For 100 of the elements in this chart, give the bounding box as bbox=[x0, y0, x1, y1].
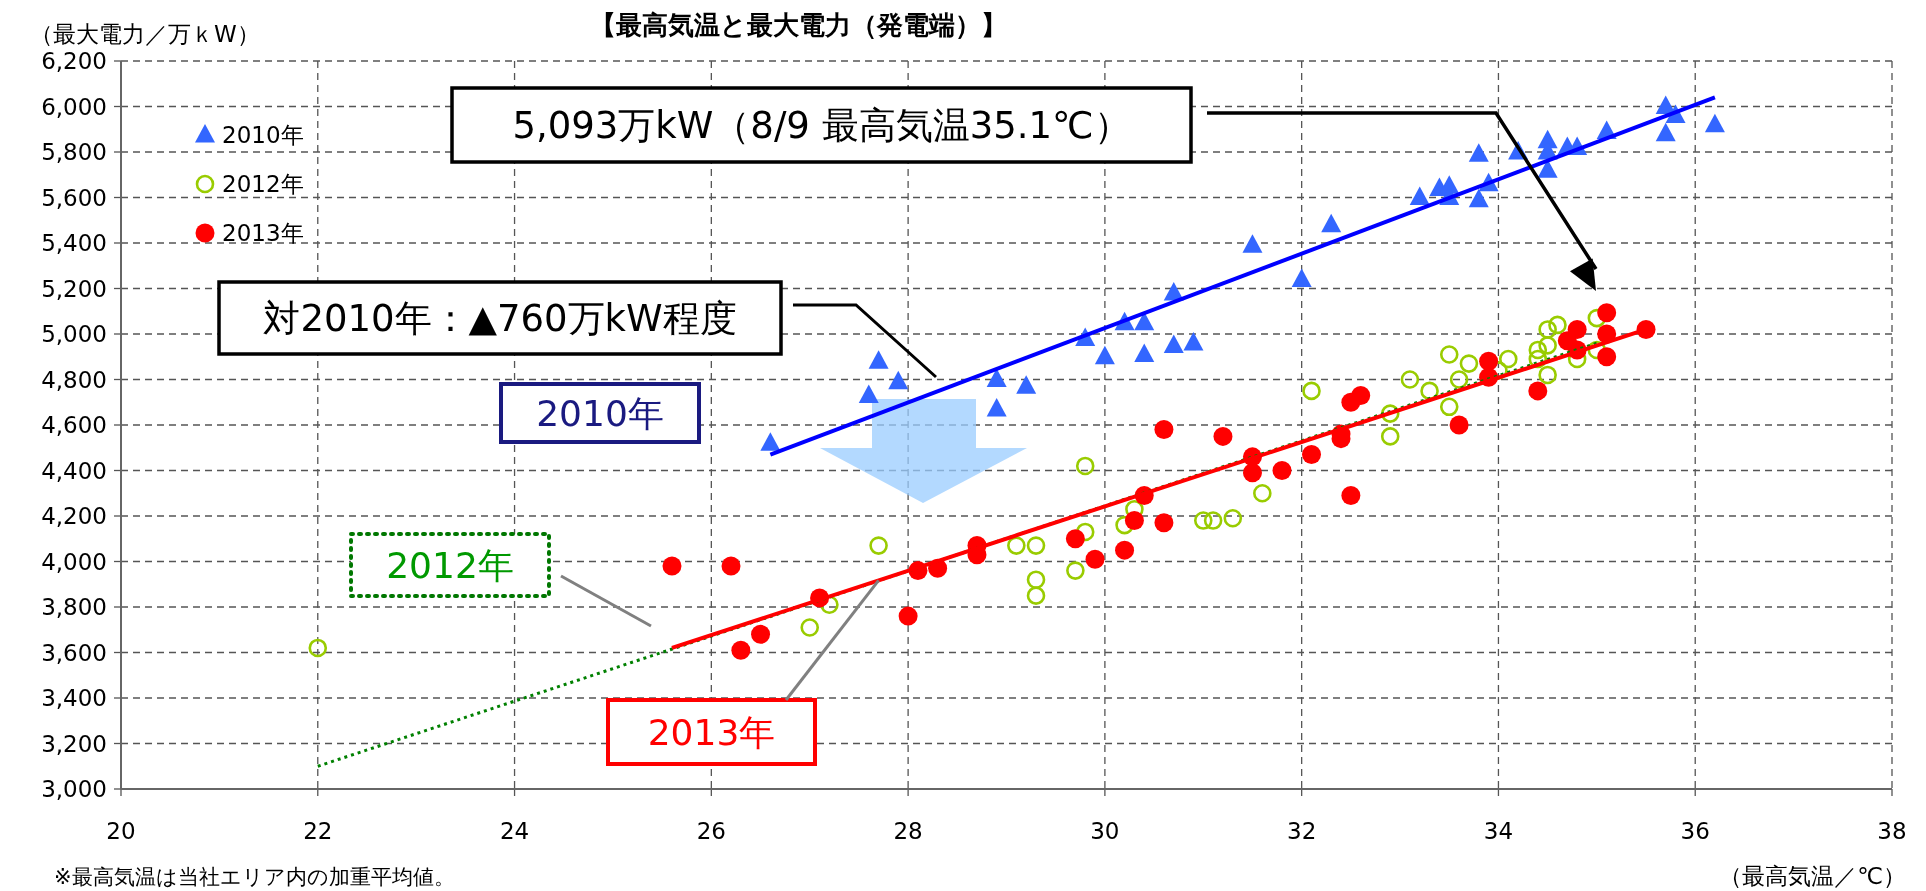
point bbox=[1409, 186, 1430, 205]
x-tick-label: 22 bbox=[303, 818, 333, 844]
point bbox=[898, 606, 918, 626]
y-tick-label: 4,200 bbox=[41, 503, 107, 529]
point bbox=[1016, 375, 1037, 394]
point bbox=[1479, 351, 1499, 371]
y-tick-label: 6,000 bbox=[41, 93, 107, 120]
point bbox=[1223, 508, 1243, 528]
point bbox=[1272, 461, 1292, 480]
point bbox=[1026, 570, 1046, 589]
y-tick-label: 5,000 bbox=[41, 321, 107, 347]
annotation: 2010年 bbox=[536, 392, 664, 434]
point bbox=[1587, 308, 1607, 328]
point bbox=[1498, 349, 1518, 369]
point bbox=[1183, 332, 1204, 351]
point bbox=[1075, 456, 1095, 476]
point bbox=[1154, 513, 1174, 533]
x-tick-label: 36 bbox=[1680, 818, 1710, 844]
point bbox=[1302, 381, 1321, 401]
y-tick-label: 3,800 bbox=[41, 594, 107, 620]
y-tick-label: 3,600 bbox=[41, 639, 107, 666]
point bbox=[868, 350, 889, 369]
point bbox=[1075, 522, 1095, 542]
point bbox=[1538, 336, 1557, 355]
x-tick-label: 34 bbox=[1483, 818, 1514, 844]
point bbox=[1291, 268, 1312, 287]
legend-label: 2012年 bbox=[222, 171, 304, 197]
point bbox=[1449, 415, 1469, 435]
x-tick-label: 26 bbox=[696, 818, 726, 844]
point bbox=[1449, 370, 1469, 389]
point bbox=[1468, 143, 1489, 162]
y-tick-label: 5,800 bbox=[41, 139, 107, 165]
x-tick-label: 30 bbox=[1090, 818, 1120, 844]
point bbox=[1528, 381, 1548, 401]
point bbox=[1115, 515, 1134, 535]
y-tick-label: 4,800 bbox=[41, 366, 107, 393]
point bbox=[1163, 334, 1184, 353]
x-tick-label: 28 bbox=[893, 818, 923, 844]
point bbox=[721, 556, 741, 576]
y-tick-label: 4,400 bbox=[41, 457, 107, 484]
text: ※最高気温は当社エリア内の加重平均値。 bbox=[54, 865, 455, 889]
point bbox=[1439, 397, 1459, 417]
annotation: 対2010年：▲760万kW程度 bbox=[263, 297, 737, 341]
y-tick-label: 5,200 bbox=[41, 275, 107, 302]
annotation: 5,093万kW（8/9 最高気温35.1℃） bbox=[450, 86, 1193, 164]
y-tick-label: 5,400 bbox=[41, 230, 107, 256]
point bbox=[1538, 365, 1557, 385]
point bbox=[1124, 511, 1144, 531]
point bbox=[731, 640, 751, 660]
y-tick-label: 4,000 bbox=[41, 548, 107, 575]
point bbox=[1468, 188, 1489, 208]
point bbox=[1134, 343, 1155, 362]
annotation: 5,093万kW（8/9 最高気温35.1℃） bbox=[512, 104, 1131, 148]
point bbox=[1213, 426, 1233, 446]
point bbox=[1321, 213, 1342, 233]
annotation: 2010年 bbox=[499, 382, 701, 444]
point bbox=[1341, 486, 1361, 506]
legend-label: 2010年 bbox=[222, 122, 304, 148]
y-tick-label: 6,200 bbox=[41, 48, 107, 74]
y-tick-label: 3,400 bbox=[41, 685, 107, 711]
point bbox=[1380, 427, 1400, 446]
point bbox=[1094, 345, 1115, 365]
y-tick-label: 5,600 bbox=[41, 184, 107, 211]
point bbox=[1154, 420, 1174, 440]
point bbox=[1537, 159, 1558, 178]
annotation: 2013年 bbox=[647, 711, 776, 753]
point bbox=[869, 536, 888, 555]
point bbox=[1242, 463, 1262, 483]
point bbox=[888, 370, 909, 390]
point bbox=[1026, 536, 1046, 555]
point bbox=[1085, 549, 1105, 569]
point bbox=[1400, 370, 1420, 389]
point bbox=[858, 384, 879, 403]
point bbox=[1242, 234, 1263, 253]
y-tick-label: 3,200 bbox=[41, 730, 107, 757]
point bbox=[1439, 345, 1459, 364]
point bbox=[751, 624, 771, 644]
x-tick-label: 24 bbox=[499, 818, 530, 844]
point bbox=[1026, 586, 1046, 605]
point bbox=[1203, 511, 1223, 530]
legend-label: 2013年 bbox=[222, 220, 304, 246]
chart-title: 【最高気温と最大電力（発電端）】 bbox=[589, 10, 1007, 40]
annotation: 2012年 bbox=[386, 544, 514, 586]
point bbox=[1302, 445, 1322, 465]
point bbox=[1704, 113, 1725, 133]
x-tick-label: 20 bbox=[106, 818, 136, 844]
point bbox=[986, 368, 1007, 387]
point bbox=[1007, 536, 1026, 555]
point bbox=[760, 432, 781, 451]
point bbox=[1538, 320, 1557, 339]
point bbox=[1548, 315, 1567, 335]
point bbox=[1115, 540, 1135, 560]
point bbox=[1066, 561, 1085, 580]
point bbox=[1351, 385, 1371, 405]
point bbox=[1065, 529, 1085, 549]
annotation: 2012年 bbox=[349, 532, 652, 628]
y-tick-label: 3,000 bbox=[41, 776, 107, 802]
point bbox=[1253, 483, 1272, 503]
point bbox=[1655, 122, 1676, 142]
x-axis-title: （最高気温／℃） bbox=[1719, 863, 1906, 889]
